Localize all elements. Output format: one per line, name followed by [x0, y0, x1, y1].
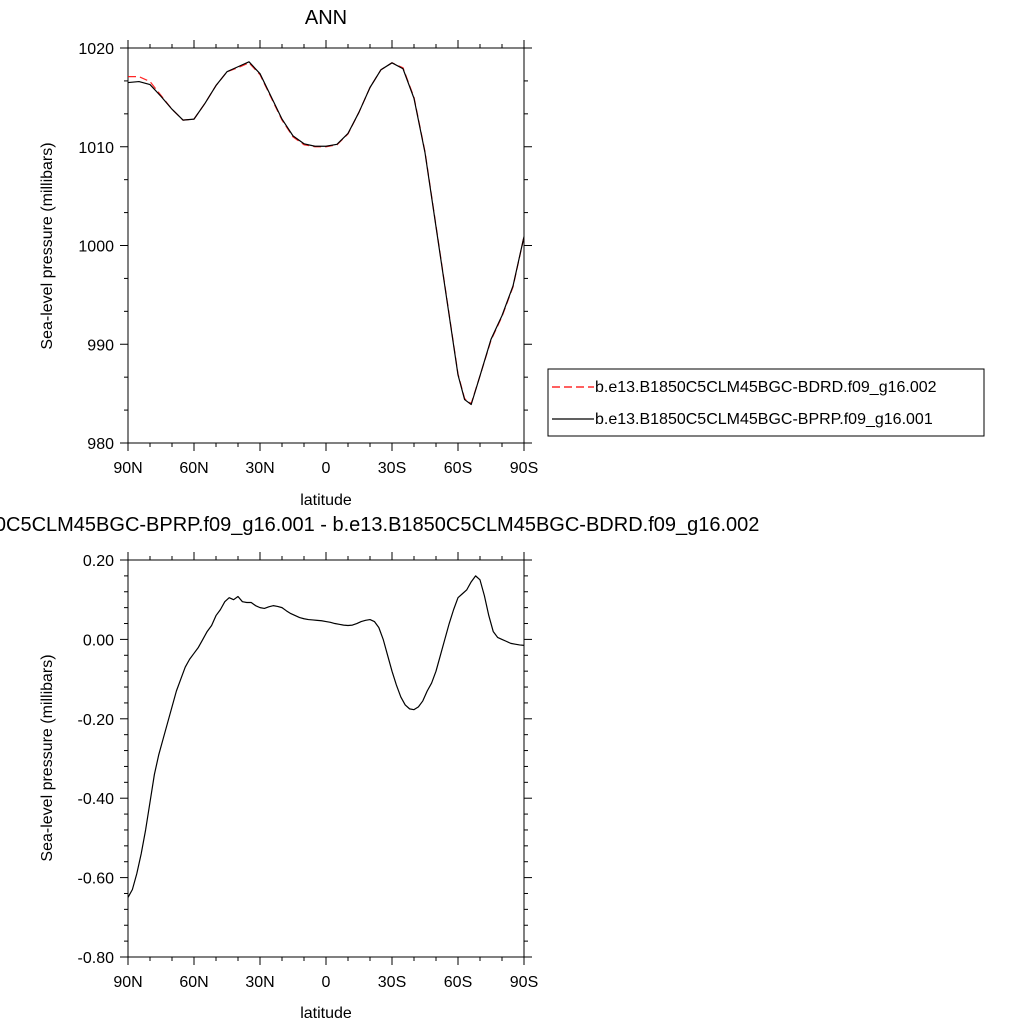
top-series-line-1: [128, 62, 525, 405]
bottom-y-tick-label: -0.80: [78, 950, 115, 967]
bottom-x-axis-label: latitude: [300, 1005, 352, 1022]
bottom-y-tick-label: 0.00: [83, 632, 114, 649]
bottom-x-tick-label: 90N: [113, 974, 142, 991]
top-y-tick-label: 990: [87, 337, 114, 354]
bottom-y-tick-label: -0.40: [78, 791, 115, 808]
top-y-axis-label: Sea-level pressure (millibars): [39, 142, 56, 349]
bottom-x-tick-label: 90S: [510, 974, 538, 991]
legend-entry-1: b.e13.B1850C5CLM45BGC-BDRD.f09_g16.002: [595, 379, 937, 396]
top-chart-title: ANN: [305, 7, 347, 29]
bottom-chart: b.e13.B1850C5CLM45BGC-BPRP.f09_g16.001 -…: [0, 514, 759, 1022]
bottom-y-axis-label: Sea-level pressure (millibars): [39, 654, 56, 861]
top-x-axis-label: latitude: [300, 492, 352, 509]
top-series-line-2: [127, 61, 525, 406]
top-chart: ANN 980 990 1000 1010 1020 90N 60N 30N 0 30S 60S 9…: [39, 7, 538, 509]
top-y-tick-label: 1010: [78, 140, 114, 157]
top-x-tick-label: 90N: [113, 460, 142, 477]
bottom-x-tick-label: 60S: [444, 974, 472, 991]
top-x-tick-label: 0: [322, 460, 331, 477]
bottom-x-tick-label: 60N: [179, 974, 208, 991]
legend-entry-2: b.e13.B1850C5CLM45BGC-BPRP.f09_g16.001: [595, 411, 933, 428]
top-y-tick-label: 1000: [78, 239, 114, 256]
top-x-tick-label: 60S: [444, 460, 472, 477]
bottom-chart-title: b.e13.B1850C5CLM45BGC-BPRP.f09_g16.001 -…: [0, 514, 759, 536]
top-x-tick-label: 30N: [245, 460, 274, 477]
legend-box: [547, 368, 985, 437]
bottom-series-line-1: [127, 575, 525, 898]
top-x-tick-label: 60N: [179, 460, 208, 477]
bottom-y-tick-label: 0.20: [83, 553, 114, 570]
bottom-x-tick-label: 0: [322, 974, 331, 991]
top-y-tick-label: 1020: [78, 41, 114, 58]
legend: b.e13.B1850C5CLM45BGC-BDRD.f09_g16.002 b…: [547, 368, 985, 437]
bottom-plot-frame: [127, 559, 525, 958]
bottom-x-tick-label: 30S: [378, 974, 406, 991]
top-plot-frame: [127, 47, 525, 444]
bottom-y-tick-label: -0.60: [78, 871, 115, 888]
top-x-tick-label: 30S: [378, 460, 406, 477]
top-y-tick-label: 980: [87, 436, 114, 453]
bottom-x-tick-label: 30N: [245, 974, 274, 991]
bottom-y-tick-label: -0.20: [78, 712, 115, 729]
top-x-tick-label: 90S: [510, 460, 538, 477]
